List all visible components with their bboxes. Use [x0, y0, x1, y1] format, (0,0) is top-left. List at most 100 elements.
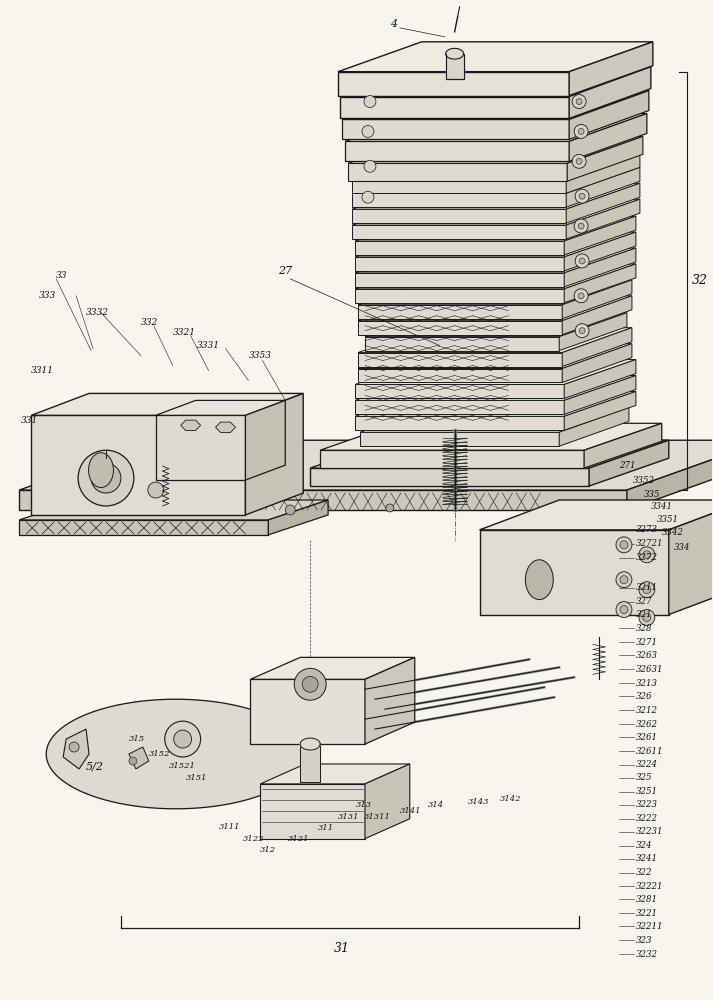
Circle shape	[578, 293, 584, 299]
Circle shape	[364, 96, 376, 108]
Text: 3143: 3143	[468, 798, 489, 806]
Polygon shape	[627, 440, 713, 510]
Text: 327: 327	[636, 597, 652, 606]
Polygon shape	[365, 313, 627, 337]
Polygon shape	[31, 415, 245, 515]
Polygon shape	[564, 264, 636, 303]
Polygon shape	[569, 67, 651, 118]
Polygon shape	[446, 54, 463, 79]
Polygon shape	[564, 375, 636, 414]
Polygon shape	[564, 216, 636, 255]
Text: 3151: 3151	[185, 774, 207, 782]
Circle shape	[639, 547, 655, 563]
Polygon shape	[352, 153, 640, 179]
Polygon shape	[300, 744, 320, 782]
Text: 3263: 3263	[636, 651, 658, 660]
Circle shape	[364, 160, 376, 172]
Circle shape	[572, 95, 586, 109]
Text: 3271: 3271	[636, 638, 658, 647]
Circle shape	[643, 614, 651, 622]
Circle shape	[579, 328, 585, 334]
Polygon shape	[352, 225, 566, 239]
Polygon shape	[564, 360, 636, 398]
Polygon shape	[46, 699, 305, 809]
Text: 334: 334	[674, 543, 690, 552]
Text: 328: 328	[636, 624, 652, 633]
Polygon shape	[569, 42, 653, 96]
Polygon shape	[352, 183, 640, 209]
Polygon shape	[480, 530, 669, 615]
Text: 3111: 3111	[219, 823, 240, 831]
Polygon shape	[360, 407, 629, 432]
Circle shape	[579, 258, 585, 264]
Circle shape	[91, 463, 121, 493]
Polygon shape	[562, 328, 632, 367]
Text: 335: 335	[644, 490, 660, 499]
Polygon shape	[358, 328, 632, 353]
Text: 32: 32	[692, 274, 708, 287]
Polygon shape	[365, 337, 559, 351]
Circle shape	[616, 602, 632, 618]
Text: 3341: 3341	[651, 502, 673, 511]
Text: 3141: 3141	[400, 807, 421, 815]
Text: 3262: 3262	[636, 720, 658, 729]
Polygon shape	[360, 432, 559, 446]
Circle shape	[575, 254, 589, 268]
Polygon shape	[352, 193, 566, 207]
Polygon shape	[564, 232, 636, 271]
Polygon shape	[345, 141, 569, 161]
Polygon shape	[365, 657, 415, 744]
Text: 3351: 3351	[657, 515, 679, 524]
Circle shape	[579, 193, 585, 199]
Polygon shape	[250, 657, 415, 679]
Polygon shape	[352, 199, 640, 225]
Polygon shape	[340, 67, 651, 97]
Polygon shape	[342, 91, 649, 119]
Polygon shape	[63, 729, 89, 769]
Polygon shape	[31, 393, 303, 415]
Text: 271: 271	[619, 461, 635, 470]
Circle shape	[69, 742, 79, 752]
Polygon shape	[564, 248, 636, 287]
Circle shape	[148, 482, 164, 498]
Text: 3272: 3272	[636, 553, 658, 562]
Polygon shape	[338, 42, 653, 72]
Polygon shape	[564, 391, 636, 430]
Polygon shape	[566, 199, 640, 239]
Text: 3281: 3281	[636, 895, 658, 904]
Polygon shape	[355, 273, 564, 287]
Polygon shape	[245, 393, 303, 515]
Circle shape	[574, 219, 588, 233]
Polygon shape	[480, 500, 713, 530]
Text: 3223: 3223	[636, 800, 658, 809]
Text: 3331: 3331	[197, 341, 220, 350]
Circle shape	[576, 158, 582, 164]
Polygon shape	[365, 764, 410, 839]
Text: 332: 332	[141, 318, 158, 327]
Polygon shape	[345, 114, 647, 141]
Polygon shape	[260, 784, 365, 839]
Text: 31311: 31311	[364, 813, 391, 821]
Text: 3241: 3241	[636, 854, 658, 863]
Polygon shape	[567, 136, 643, 181]
Text: 32721: 32721	[636, 539, 663, 548]
Polygon shape	[562, 296, 632, 335]
Polygon shape	[352, 167, 640, 193]
Text: 314: 314	[428, 801, 444, 809]
Text: 3332: 3332	[86, 308, 109, 317]
Circle shape	[576, 99, 582, 105]
Polygon shape	[250, 679, 365, 744]
Polygon shape	[348, 136, 643, 163]
Circle shape	[294, 668, 326, 700]
Text: 3131: 3131	[338, 813, 359, 821]
Text: 3213: 3213	[636, 679, 658, 688]
Text: 311: 311	[318, 824, 334, 832]
Text: 3261: 3261	[636, 733, 658, 742]
Text: 3221: 3221	[636, 909, 658, 918]
Polygon shape	[358, 321, 562, 335]
Text: 3311: 3311	[31, 366, 54, 375]
Circle shape	[639, 610, 655, 626]
Circle shape	[574, 124, 588, 138]
Polygon shape	[566, 183, 640, 223]
Text: 3342: 3342	[662, 528, 684, 537]
